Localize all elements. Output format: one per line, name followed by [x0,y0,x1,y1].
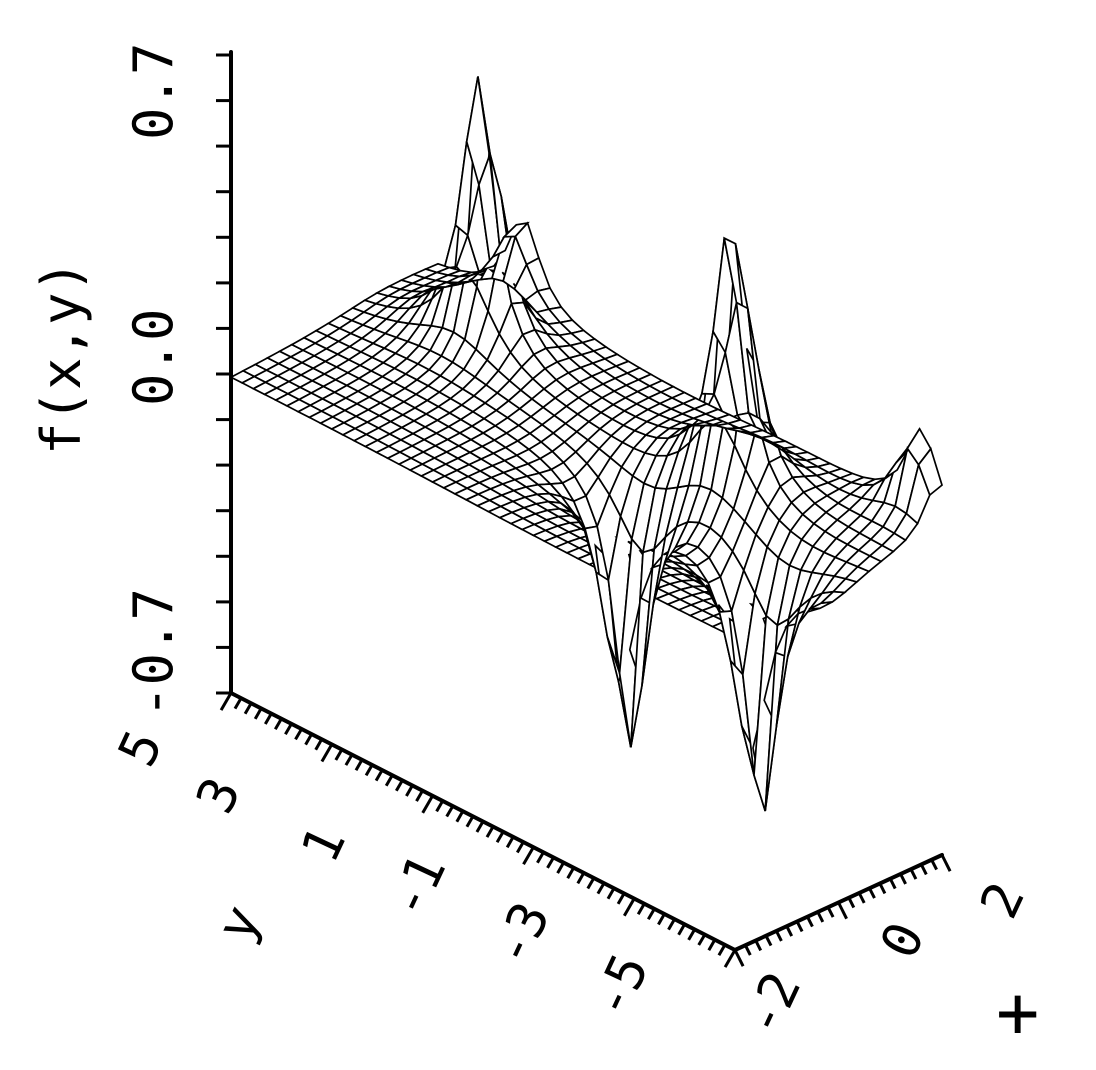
y-axis-ticks [219,692,737,968]
y-axis-tick [495,831,505,843]
x-axis-tick [733,949,745,967]
y-axis-tick [415,789,424,802]
y-axis-tick [233,697,243,710]
y-axis-tick [586,877,596,890]
y-axis-tick [536,851,545,864]
y-axis-tick [485,825,495,838]
x-axis-ticks [733,854,952,967]
y-axis-tick [636,902,646,915]
y-axis-tick [445,805,455,818]
x-axis-tick [744,944,752,956]
y-axis-tick [284,723,293,736]
y-axis-tick [344,753,354,766]
y-axis-tick [697,933,707,946]
y-tick-label-4: -3 [481,893,562,975]
x-axis-tick [764,935,773,947]
y-axis-tick [421,795,434,814]
y-axis-tick [253,707,263,720]
y-axis-tick [465,815,475,828]
x-axis-tick [878,882,887,895]
y-axis-tick [314,738,323,751]
z-tick-label-2: 0.7 [122,42,185,140]
surface-cell [917,446,943,497]
y-tick-label-0: 5 [107,722,175,776]
y-axis-title: y [205,897,273,951]
x-axis-tick [899,873,907,885]
y-axis-tick [334,748,344,761]
y-axis-tick [606,887,616,900]
x-axis-tick [847,897,856,909]
x-axis-tick [868,887,876,899]
y-axis-tick [616,892,626,905]
y-axis-tick [546,856,555,869]
y-axis-tick [505,836,515,849]
z-axis-title: f(x,y) [30,260,93,455]
x-axis-tick [806,916,814,928]
x-axis-tick [940,854,952,872]
x-tick-label-2: 2 [969,874,1037,928]
y-axis-tick [364,764,374,777]
x-axis-tick [826,906,835,918]
x-axis-tick [754,939,763,952]
y-axis-tick [264,712,273,725]
x-axis-tick [775,930,783,942]
y-axis-tick [647,908,656,921]
y-axis-tick [707,938,717,951]
x-tick-label-1: 0 [869,914,937,968]
y-axis-tick [304,733,313,746]
x-axis-tick [857,892,866,904]
surface-mesh [229,76,943,812]
y-axis-tick [374,769,384,782]
x-axis-tick [837,901,848,920]
y-tick-label-5: -5 [580,945,661,1027]
y-axis-tick [556,861,565,874]
y-tick-label-3: -1 [377,845,458,927]
x-axis-tick [888,878,897,890]
y-axis-tick [687,928,696,941]
y-axis-tick [475,820,485,833]
y-axis-tick [219,692,233,711]
y-axis-tick [723,949,737,968]
y-axis-tick [566,867,575,879]
z-axis-ticks [216,53,231,695]
y-axis-tick [294,728,303,741]
x-tick-label-0: -2 [732,963,813,1045]
x-axis-tick [909,868,918,880]
x-axis-tick [795,920,804,933]
y-axis-tick [657,913,666,926]
y-axis-tick [455,810,465,823]
y-axis-tick [596,882,606,895]
y-axis-tick [516,841,525,854]
y-axis-tick [667,918,676,931]
x-axis-tick [919,863,928,876]
x-axis-tick [816,911,825,923]
y-axis-tick [435,800,444,813]
x-axis-tick [785,925,794,937]
y-axis-tick [395,779,404,792]
y-axis-tick [354,759,364,772]
y-tick-label-1: 3 [185,769,253,823]
y-axis-tick [717,944,727,957]
z-tick-label-0: -0.7 [122,588,185,718]
y-axis-tick [405,784,414,797]
x-axis-tick [930,859,938,871]
x-axis-title: + [996,970,1039,1054]
y-axis-tick [576,872,586,885]
y-tick-label-2: 1 [290,818,358,872]
y-axis-tick [522,846,535,866]
z-tick-label-1: 0.0 [122,308,185,406]
y-axis-tick [677,923,686,936]
y-axis-tick [384,774,394,787]
y-axis-tick [274,717,283,730]
y-axis-tick [243,702,253,715]
y-axis-tick [320,743,334,763]
y-axis-tick [623,897,636,917]
